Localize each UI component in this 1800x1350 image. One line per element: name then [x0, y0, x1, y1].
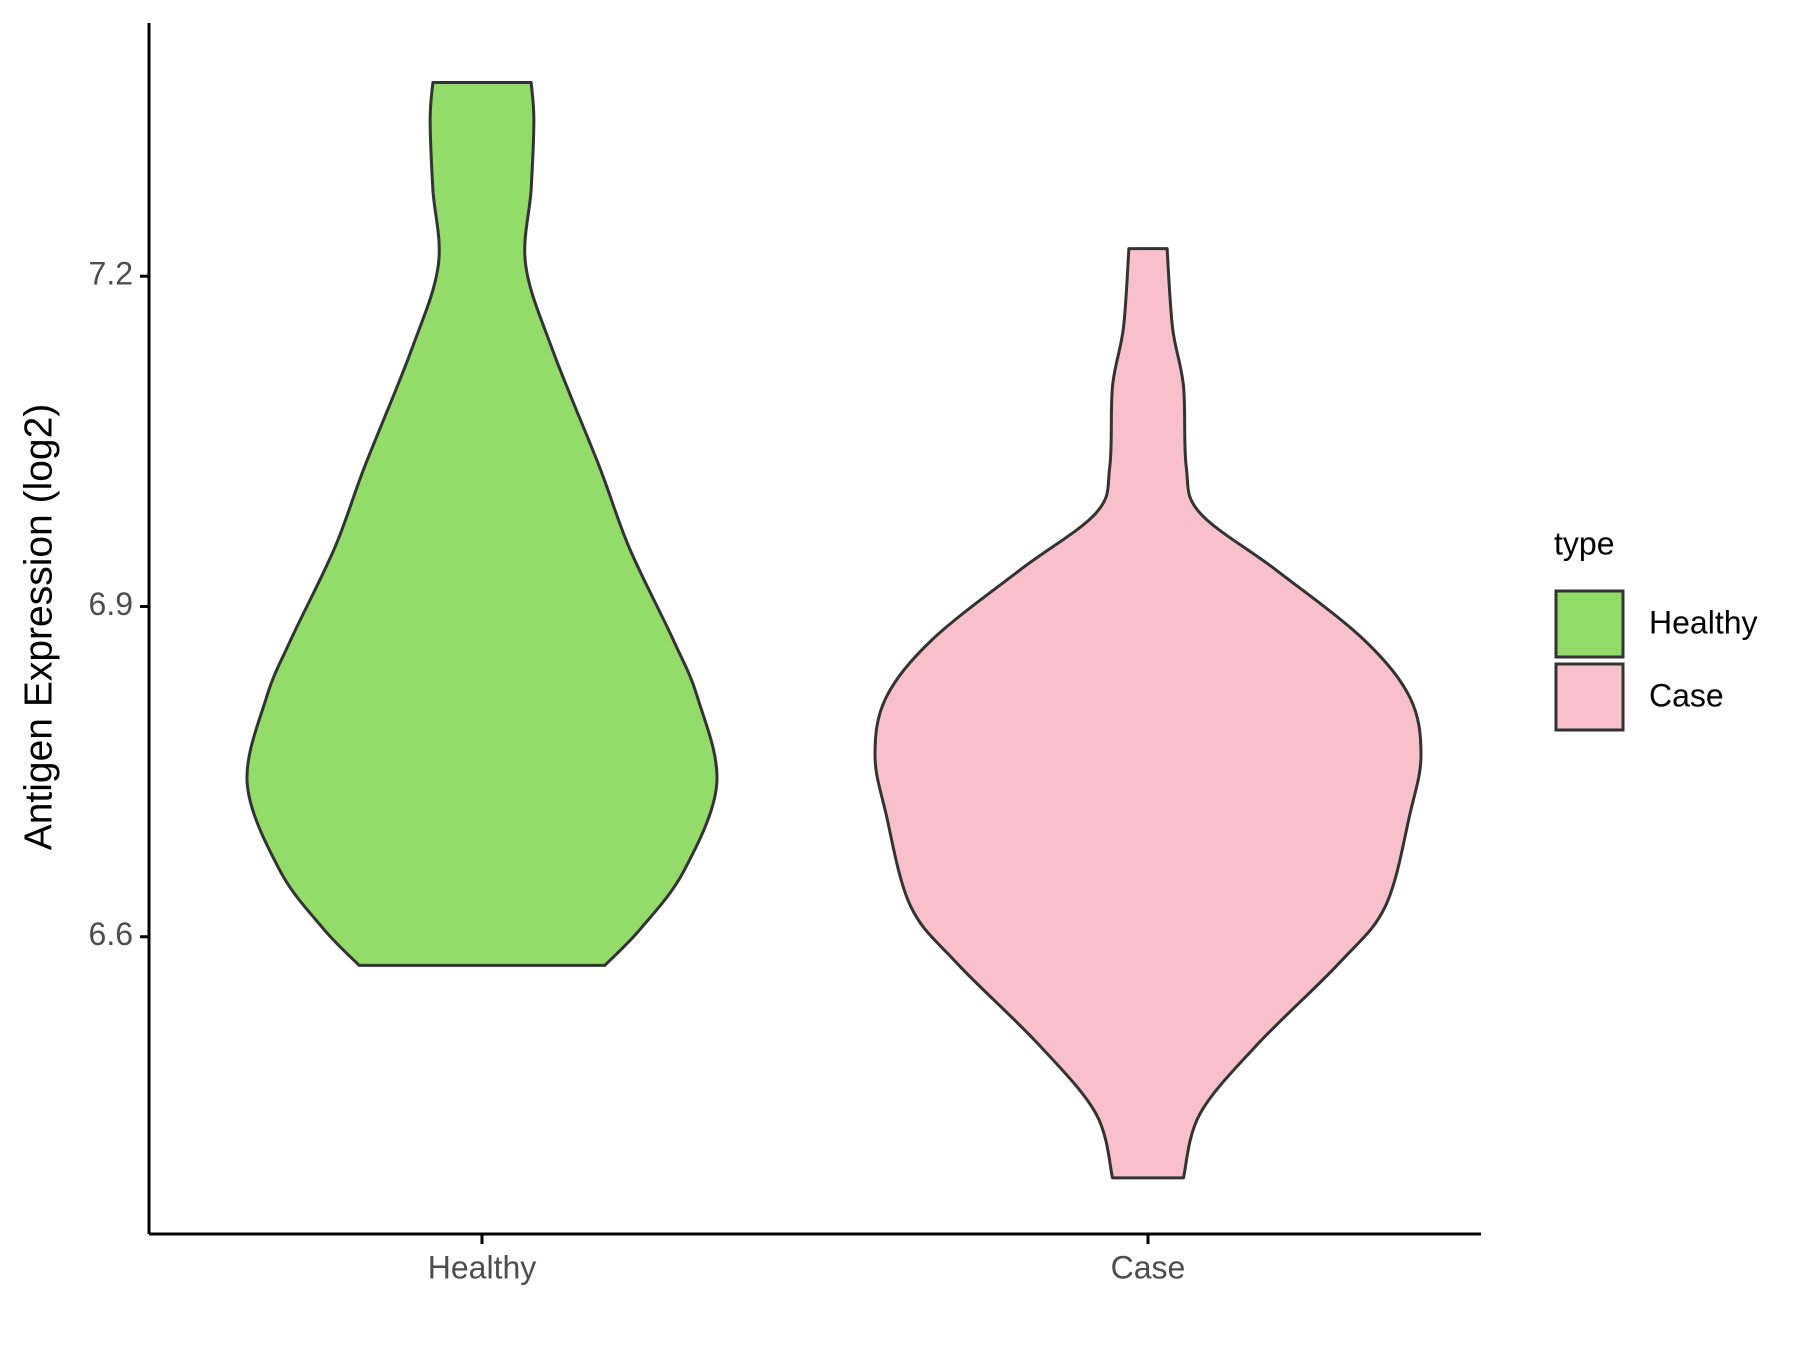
y-tick-label: 6.9	[89, 586, 133, 622]
violin	[245, 80, 719, 967]
x-tick-label: Healthy	[428, 1249, 537, 1285]
y-tick-label: 7.2	[89, 256, 133, 292]
violin	[873, 247, 1423, 1180]
x-tick-label: Case	[1111, 1249, 1186, 1285]
y-axis-label: Antigen Expression (log2)	[17, 404, 60, 851]
legend-label: Case	[1649, 677, 1724, 713]
legend-label: Healthy	[1649, 604, 1758, 640]
y-tick-label: 6.6	[89, 916, 133, 952]
legend-key	[1554, 662, 1625, 732]
legend-title: type	[1554, 525, 1614, 561]
legend-key	[1554, 589, 1625, 659]
